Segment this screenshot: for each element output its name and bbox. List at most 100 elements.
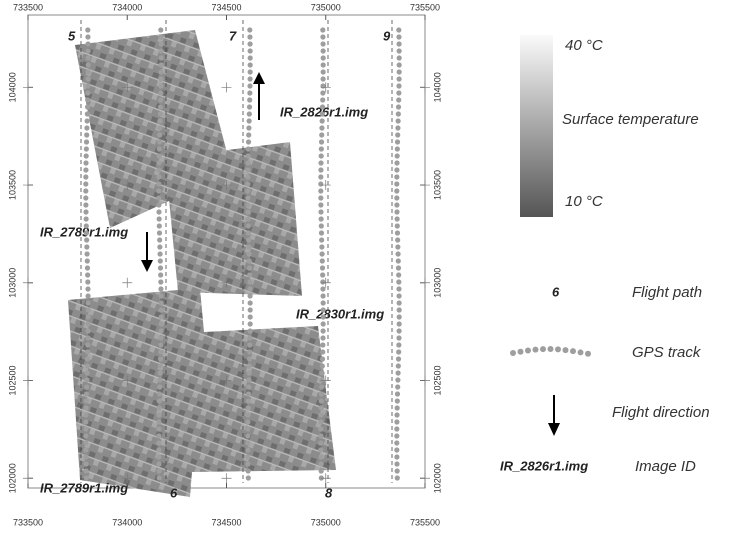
gps-point [156, 160, 161, 165]
gps-point [394, 174, 399, 179]
gps-point [157, 405, 162, 410]
gps-point [84, 216, 89, 221]
gps-point [319, 384, 324, 389]
gps-point [397, 76, 402, 81]
gps-point [318, 167, 323, 172]
gps-point [157, 223, 162, 228]
gps-point [246, 468, 251, 473]
gps-point [548, 346, 554, 352]
gps-point [396, 286, 401, 291]
gps-point [318, 426, 323, 431]
gps-point [85, 370, 90, 375]
gps-point [247, 349, 252, 354]
gps-point [157, 125, 162, 130]
gps-point [85, 97, 90, 102]
gps-point [396, 279, 401, 284]
gps-point [247, 356, 252, 361]
gps-point [85, 363, 90, 368]
gps-point [246, 384, 251, 389]
gps-point [394, 167, 399, 172]
gps-point [396, 363, 401, 368]
gps-point [84, 139, 89, 144]
gps-point [157, 244, 162, 249]
gps-point [86, 314, 91, 319]
gps-point [394, 454, 399, 459]
gps-point [158, 41, 163, 46]
gps-point [395, 377, 400, 382]
legend-sample: IR_2826r1.img [500, 458, 588, 473]
gps-point [158, 34, 163, 39]
gps-point [245, 426, 250, 431]
gps-point [396, 293, 401, 298]
gps-point [396, 27, 401, 32]
gps-point [85, 286, 90, 291]
legend-text: GPS track [632, 344, 702, 361]
gps-point [394, 188, 399, 193]
gps-point [84, 384, 89, 389]
gps-point [85, 34, 90, 39]
gps-point [246, 223, 251, 228]
gps-point [156, 181, 161, 186]
gps-point [394, 447, 399, 452]
gps-point [246, 230, 251, 235]
gps-point [394, 426, 399, 431]
gps-point [83, 440, 88, 445]
gps-point [248, 48, 253, 53]
gps-point [248, 62, 253, 67]
gps-point [245, 188, 250, 193]
y-tick-label: 102000 [432, 463, 442, 493]
gps-point [84, 475, 89, 480]
gps-point [157, 251, 162, 256]
gps-point [395, 384, 400, 389]
gps-point [156, 202, 161, 207]
gps-point [83, 209, 88, 214]
gps-point [245, 461, 250, 466]
gps-point [525, 348, 531, 354]
gps-point [83, 160, 88, 165]
gps-point [156, 447, 161, 452]
x-tick-label: 735000 [311, 517, 341, 527]
gps-point [83, 426, 88, 431]
gps-point [320, 335, 325, 340]
legend-arrow-head [548, 423, 560, 436]
gps-point [320, 265, 325, 270]
gps-point [395, 391, 400, 396]
gps-point [318, 174, 323, 179]
gps-point [248, 76, 253, 81]
gps-point [395, 216, 400, 221]
gps-point [158, 293, 163, 298]
gps-point [159, 314, 164, 319]
gps-point [396, 97, 401, 102]
gps-point [320, 342, 325, 347]
path-number: 5 [68, 28, 76, 43]
gps-point [158, 328, 163, 333]
gps-point [245, 412, 250, 417]
gps-point [247, 83, 252, 88]
gps-point [318, 195, 323, 200]
gps-point [320, 286, 325, 291]
gps-point [84, 153, 89, 158]
gps-point [247, 335, 252, 340]
gps-point [247, 104, 252, 109]
gps-point [321, 314, 326, 319]
gps-point [395, 132, 400, 137]
gps-point [245, 195, 250, 200]
y-tick-label: 102000 [7, 463, 17, 493]
x-tick-label: 733500 [13, 2, 43, 12]
gps-point [321, 300, 326, 305]
gps-point [247, 370, 252, 375]
gps-point [84, 146, 89, 151]
y-tick-label: 102500 [7, 365, 17, 395]
gps-point [320, 90, 325, 95]
gps-point [159, 321, 164, 326]
path-number: 9 [383, 28, 391, 43]
gps-point [86, 48, 91, 53]
gps-point [321, 307, 326, 312]
gps-point [320, 118, 325, 123]
gps-point [86, 307, 91, 312]
gps-point [85, 118, 90, 123]
gps-point [247, 293, 252, 298]
gps-point [158, 356, 163, 361]
gps-point [157, 475, 162, 480]
aerial-tile [165, 142, 302, 296]
